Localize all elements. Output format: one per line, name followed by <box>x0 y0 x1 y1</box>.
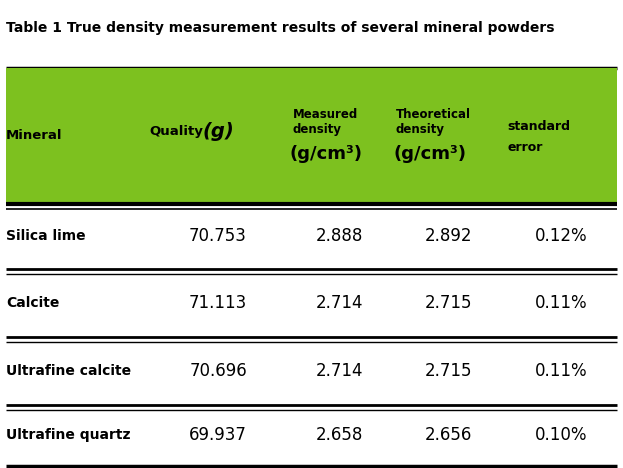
Text: 2.715: 2.715 <box>425 294 472 312</box>
Text: error: error <box>508 141 543 154</box>
Text: Table 1 True density measurement results of several mineral powders: Table 1 True density measurement results… <box>6 21 554 35</box>
Text: 2.714: 2.714 <box>316 362 363 380</box>
Text: 71.113: 71.113 <box>189 294 247 312</box>
Text: density: density <box>293 123 342 136</box>
Text: 2.658: 2.658 <box>316 426 363 444</box>
Text: 2.892: 2.892 <box>425 227 472 245</box>
Text: (g/cm³): (g/cm³) <box>394 145 467 162</box>
Text: Silica lime: Silica lime <box>6 229 86 243</box>
Text: Measured: Measured <box>293 108 358 121</box>
Text: density: density <box>396 123 445 136</box>
Text: 69.937: 69.937 <box>189 426 247 444</box>
Text: 70.696: 70.696 <box>189 362 247 380</box>
Text: 70.753: 70.753 <box>189 227 247 245</box>
Text: Theoretical: Theoretical <box>396 108 470 121</box>
Text: 2.656: 2.656 <box>425 426 472 444</box>
Text: 2.715: 2.715 <box>425 362 472 380</box>
Text: Calcite: Calcite <box>6 296 60 310</box>
Text: Ultrafine calcite: Ultrafine calcite <box>6 364 131 378</box>
Text: 2.714: 2.714 <box>316 294 363 312</box>
Text: 0.11%: 0.11% <box>535 294 587 312</box>
Text: standard: standard <box>508 120 571 133</box>
Bar <box>6 68 617 204</box>
Text: Ultrafine quartz: Ultrafine quartz <box>6 428 131 442</box>
Text: Mineral: Mineral <box>6 129 63 142</box>
Text: (g/cm³): (g/cm³) <box>290 145 363 162</box>
Text: 0.12%: 0.12% <box>535 227 587 245</box>
Text: 0.10%: 0.10% <box>535 426 587 444</box>
Text: Quality: Quality <box>150 124 203 138</box>
Text: 0.11%: 0.11% <box>535 362 587 380</box>
Text: 2.888: 2.888 <box>316 227 363 245</box>
Text: (g): (g) <box>202 122 234 140</box>
